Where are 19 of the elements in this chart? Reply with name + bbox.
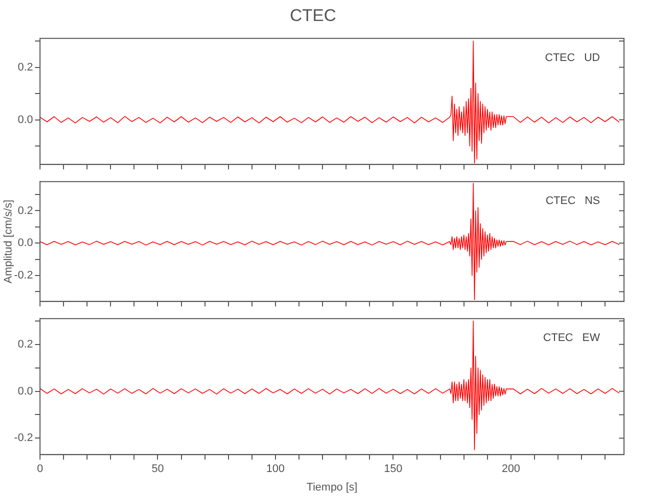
x-tick-label: 0	[36, 463, 44, 476]
y-tick-label: 0.0	[18, 385, 33, 398]
x-tick-label: 150	[384, 463, 402, 476]
y-tick-label: 0.2	[18, 338, 33, 350]
x-axis-title: Tiempo [s]	[306, 481, 358, 494]
annotation: CTEC EW	[543, 332, 601, 344]
y-tick-label: -0.2	[14, 270, 33, 282]
y-tick-label: 0.0	[18, 237, 33, 250]
x-tick-label: 200	[502, 463, 520, 476]
y-tick-label: -0.2	[14, 432, 33, 444]
x-tick-label: 50	[152, 463, 164, 476]
y-tick-label: 0.0	[18, 114, 33, 126]
x-tick-label: 100	[266, 463, 285, 476]
y-tick-label: 0.2	[18, 204, 33, 217]
y-axis-title: Amplitud [cm/s/s]	[2, 200, 15, 284]
annotation: CTEC UD	[545, 52, 600, 64]
annotation: CTEC NS	[546, 195, 600, 208]
chart-title: CTEC	[290, 6, 336, 25]
y-tick-label: 0.2	[18, 61, 33, 74]
